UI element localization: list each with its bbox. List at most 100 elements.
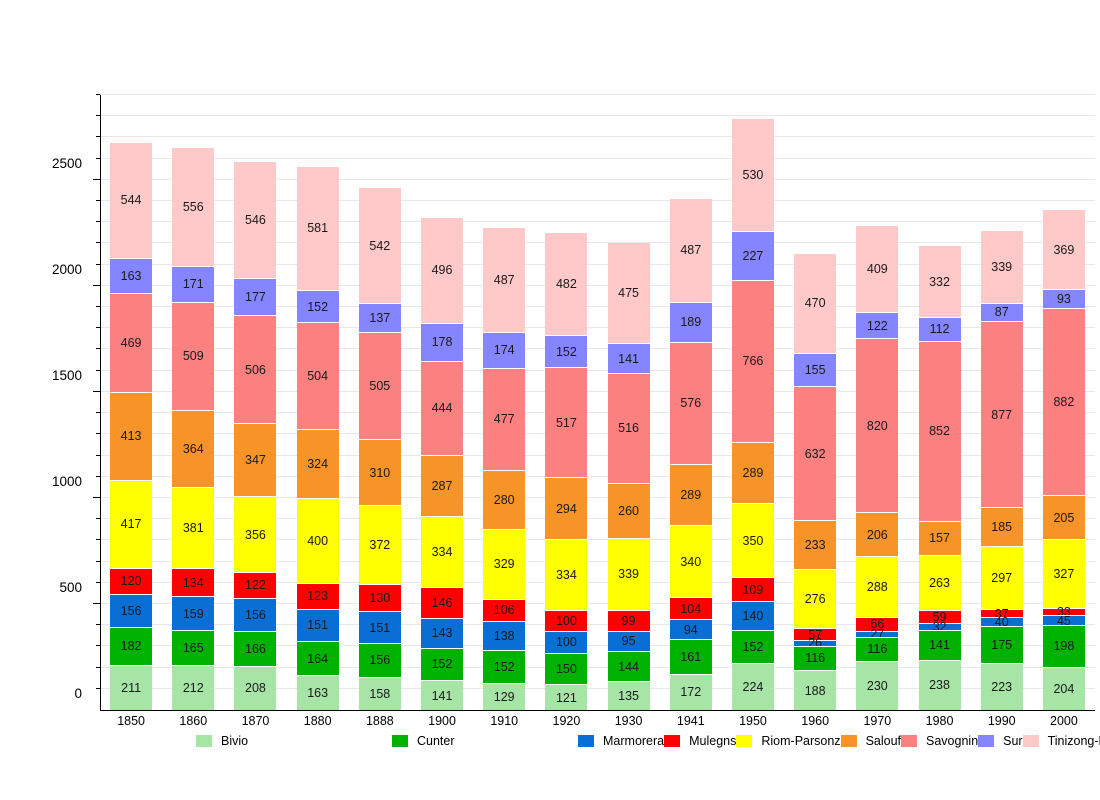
bar-segment-label: 230	[866, 678, 888, 693]
bar-segment: 140	[731, 600, 774, 631]
bar-segment-label: 146	[431, 595, 453, 610]
bar-segment: 227	[731, 231, 774, 280]
gridline	[100, 306, 1095, 308]
bar-segment-label: 882	[1053, 395, 1075, 410]
bar-segment-label: 152	[307, 299, 329, 314]
bar-segment-label: 116	[867, 642, 888, 657]
bar-segment-label: 444	[431, 401, 453, 416]
bar-segment-label: 334	[431, 544, 453, 559]
legend-item-cunter[interactable]: Cunter	[392, 732, 578, 749]
legend-item-savognin[interactable]: Savognin	[901, 732, 978, 749]
y-tick-minor	[96, 454, 100, 456]
bar-segment-label: 310	[369, 465, 391, 480]
bar-segment: 59	[918, 610, 961, 623]
x-tick-label: 1980	[925, 714, 954, 728]
bar-segment-label: 212	[182, 680, 204, 695]
bar-segment: 230	[856, 661, 899, 710]
bar-segment: 150	[545, 652, 588, 685]
bar-segment-label: 372	[369, 537, 391, 552]
bar-segment-label: 94	[683, 622, 698, 637]
gridline	[100, 178, 1095, 180]
legend-item-riom-parsonz[interactable]: Riom-Parsonz	[736, 732, 841, 749]
bar-segment: 156	[358, 643, 401, 677]
bar-segment: 372	[358, 504, 401, 584]
x-tick-label: 1930	[614, 714, 643, 728]
bar-segment-label: 177	[245, 289, 266, 304]
bar-segment: 109	[731, 577, 774, 601]
bar-segment-label: 152	[493, 659, 515, 674]
legend-swatch-icon	[978, 734, 995, 747]
bar-segment-label: 287	[431, 478, 453, 493]
bar-segment: 877	[980, 321, 1023, 508]
legend-label: Savognin	[926, 733, 979, 748]
bar-segment: 469	[110, 292, 153, 393]
bar-segment: 106	[483, 598, 526, 622]
bar-segment: 505	[358, 332, 401, 440]
bar-segment-label: 57	[808, 627, 823, 642]
x-axis-labels: 1850 1860 1870 1880 1888 1900 1910 1920 1930 1941…	[100, 712, 1095, 734]
bar-segment-label: 297	[991, 571, 1013, 586]
gridline	[100, 602, 1095, 604]
bar-segment-label: 66	[870, 617, 885, 632]
bar-segment: 152	[296, 289, 339, 323]
legend-swatch-icon	[392, 734, 408, 747]
bar-segment-label: 135	[618, 688, 640, 703]
legend: Bivio Cunter Marmorera Mulegns Riom-Parsonz S…	[196, 732, 1100, 749]
bar-segment: 310	[358, 439, 401, 505]
bar-segment-label: 409	[866, 261, 888, 276]
bar-segment: 95	[607, 630, 650, 651]
bar-segment-label: 141	[929, 637, 950, 652]
bar-segment-label: 280	[493, 492, 515, 507]
bar-segment-label: 347	[245, 452, 266, 467]
bar-segment: 112	[918, 316, 961, 341]
legend-item-tinizong-rona[interactable]: Tinizong-Rona	[1022, 732, 1100, 749]
bar-segment: 152	[483, 650, 526, 683]
bar-1860: 556 171 509 364 381 134 159 165 212	[172, 147, 215, 710]
y-tick-major	[93, 284, 100, 286]
legend-label: Bivio	[221, 733, 249, 748]
gridline	[100, 284, 1095, 286]
legend-item-salouf[interactable]: Salouf	[840, 732, 901, 749]
y-tick-minor	[96, 518, 100, 520]
bar-segment: 852	[918, 340, 961, 522]
bar-segment-label: 165	[182, 640, 204, 655]
bar-segment: 576	[669, 341, 712, 465]
y-tick-minor	[96, 136, 100, 138]
bar-segment: 206	[856, 512, 899, 556]
legend-item-bivio[interactable]: Bivio	[196, 732, 392, 749]
bar-segment: 381	[172, 487, 215, 568]
legend-item-sur[interactable]: Sur	[978, 732, 1023, 749]
bar-segment: 339	[607, 537, 650, 610]
bar-1930: 475 141 516 260 339 99 95 144 135	[607, 242, 650, 710]
legend-label: Sur	[1003, 733, 1023, 748]
y-tick-minor	[96, 327, 100, 329]
bar-segment-label: 182	[120, 639, 142, 654]
legend-item-marmorera[interactable]: Marmorera	[578, 732, 664, 749]
bar-segment-label: 188	[804, 683, 826, 698]
bar-segment-label: 151	[307, 617, 329, 632]
bar-2000: 369 93 882 205 327 33 45 198 204	[1042, 210, 1085, 710]
bar-segment-label: 381	[182, 520, 204, 535]
bar-segment-label: 172	[680, 685, 702, 700]
gridline	[100, 115, 1095, 117]
bar-segment: 141	[421, 680, 464, 710]
bar-segment-label: 174	[493, 343, 515, 358]
legend-swatch-icon	[196, 734, 212, 747]
bar-segment-label: 544	[120, 193, 142, 208]
legend-item-mulegns[interactable]: Mulegns	[664, 732, 736, 749]
x-tick-label: 1970	[863, 714, 892, 728]
bar-segment-label: 482	[555, 276, 577, 291]
bar-segment: 188	[794, 670, 837, 710]
y-tick-minor	[96, 539, 100, 541]
y-tick-label: 0	[74, 686, 82, 701]
bar-segment-label: 141	[618, 351, 640, 366]
bar-segment-label: 400	[307, 533, 329, 548]
bar-segment-label: 369	[1053, 242, 1075, 257]
bar-segment: 347	[234, 422, 277, 497]
bar-segment-label: 288	[866, 579, 888, 594]
bar-segment: 171	[172, 265, 215, 303]
bar-segment-label: 100	[555, 635, 577, 650]
bar-segment: 45	[1042, 614, 1085, 626]
bar-segment: 93	[1042, 288, 1085, 309]
bar-segment: 369	[1042, 210, 1085, 289]
